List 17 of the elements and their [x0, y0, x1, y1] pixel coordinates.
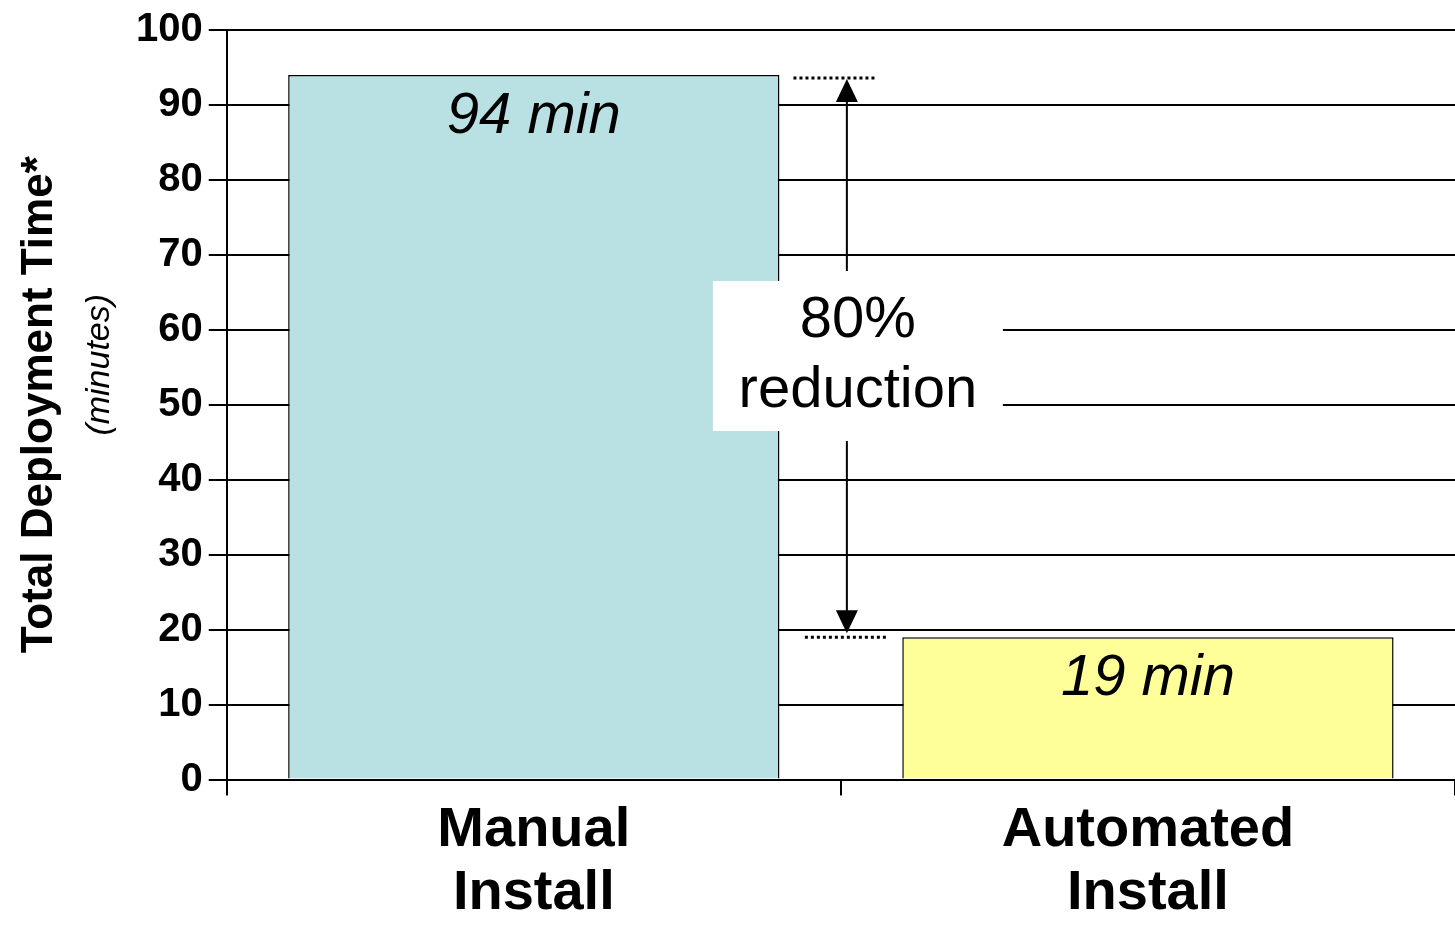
y-tick-label: 10	[158, 679, 203, 724]
x-tick-label: Manual Install	[437, 795, 631, 922]
annotation: 80% reduction	[738, 284, 978, 420]
y-tick-label: 100	[135, 5, 203, 50]
y-tick-label: 40	[158, 454, 203, 499]
data-label: 94 min	[446, 80, 621, 146]
y-axis-title: Total Deployment Time* (minutes)	[12, 155, 117, 654]
y-tick-label: 20	[158, 604, 203, 649]
y-tick-label: 0	[180, 754, 203, 799]
y-tick-label: 50	[158, 379, 203, 424]
y-tick-label: 60	[158, 304, 203, 349]
y-tick-label: 80	[158, 154, 203, 199]
y-tick-label: 70	[158, 229, 203, 274]
y-tick-label: 90	[158, 79, 203, 124]
data-label: 19 min	[1060, 642, 1235, 708]
y-tick-label: 30	[158, 529, 203, 574]
x-tick-label: Automated Install	[1001, 795, 1295, 922]
